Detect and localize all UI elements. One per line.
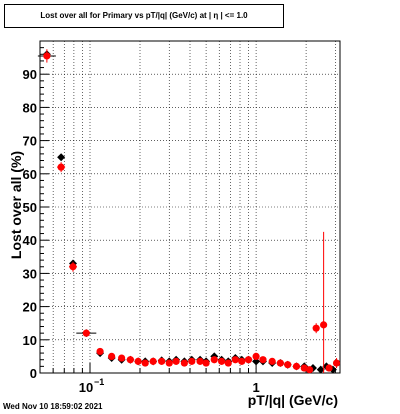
y-tick-label: 10 (23, 333, 37, 348)
y-tick-label: 30 (23, 266, 37, 281)
data-point-red (158, 357, 166, 365)
data-point-red (259, 356, 267, 364)
data-point-red (57, 163, 65, 171)
data-point-red (69, 263, 77, 271)
data-point-red (118, 354, 126, 362)
data-point-red (325, 364, 333, 372)
data-point-red (252, 352, 260, 360)
y-tick-label: 20 (23, 300, 37, 315)
data-point-red (82, 329, 90, 337)
data-point-red (238, 357, 246, 365)
chart-title-box: Lost over all for Primary vs pT/|q| (GeV… (4, 4, 284, 28)
x-tick-label: 10 (79, 380, 93, 395)
y-tick-label: 0 (30, 366, 37, 381)
data-point-red (306, 366, 314, 374)
data-point-red (165, 359, 173, 367)
data-point-red (141, 359, 149, 367)
data-point-red (202, 359, 210, 367)
data-point-red (268, 357, 276, 365)
data-point-black (57, 153, 66, 162)
timestamp-footer: Wed Nov 10 18:59:02 2021 (3, 402, 103, 411)
data-points (37, 49, 341, 374)
data-point-red (149, 357, 157, 365)
data-point-red (312, 324, 320, 332)
data-point-red (188, 357, 196, 365)
data-point-red (43, 52, 51, 60)
grid (39, 41, 340, 373)
y-axis-title: Lost over all (%) (8, 151, 24, 259)
data-point-red (292, 362, 301, 370)
data-point-red (196, 357, 204, 365)
data-point-red (276, 359, 284, 367)
data-point-red (218, 357, 226, 365)
data-point-red (172, 357, 180, 365)
y-tick-label: 90 (23, 67, 37, 82)
data-point-red (134, 357, 142, 365)
data-point-red (320, 321, 328, 329)
data-point-red (224, 359, 232, 367)
y-tick-label: 60 (23, 167, 37, 182)
data-point-red (210, 356, 218, 364)
y-tick-label: 40 (23, 233, 37, 248)
data-point-red (231, 356, 239, 364)
chart-title: Lost over all for Primary vs pT/|q| (GeV… (40, 11, 248, 20)
data-point-red (96, 347, 104, 356)
data-point-red (108, 352, 116, 360)
y-tick-label: 50 (23, 200, 37, 215)
y-tick-label: 80 (23, 100, 37, 115)
x-tick-label: 1 (252, 380, 259, 395)
data-point-red (180, 359, 188, 367)
x-axis-title: pT/|q| (GeV/c) (248, 392, 338, 408)
data-point-red (244, 356, 253, 364)
data-point-red (126, 356, 134, 364)
data-point-black (316, 365, 325, 374)
x-tick-exponent: −1 (94, 377, 104, 387)
data-point-red (284, 361, 292, 369)
data-point-red (332, 359, 341, 367)
y-tick-label: 70 (23, 134, 37, 149)
